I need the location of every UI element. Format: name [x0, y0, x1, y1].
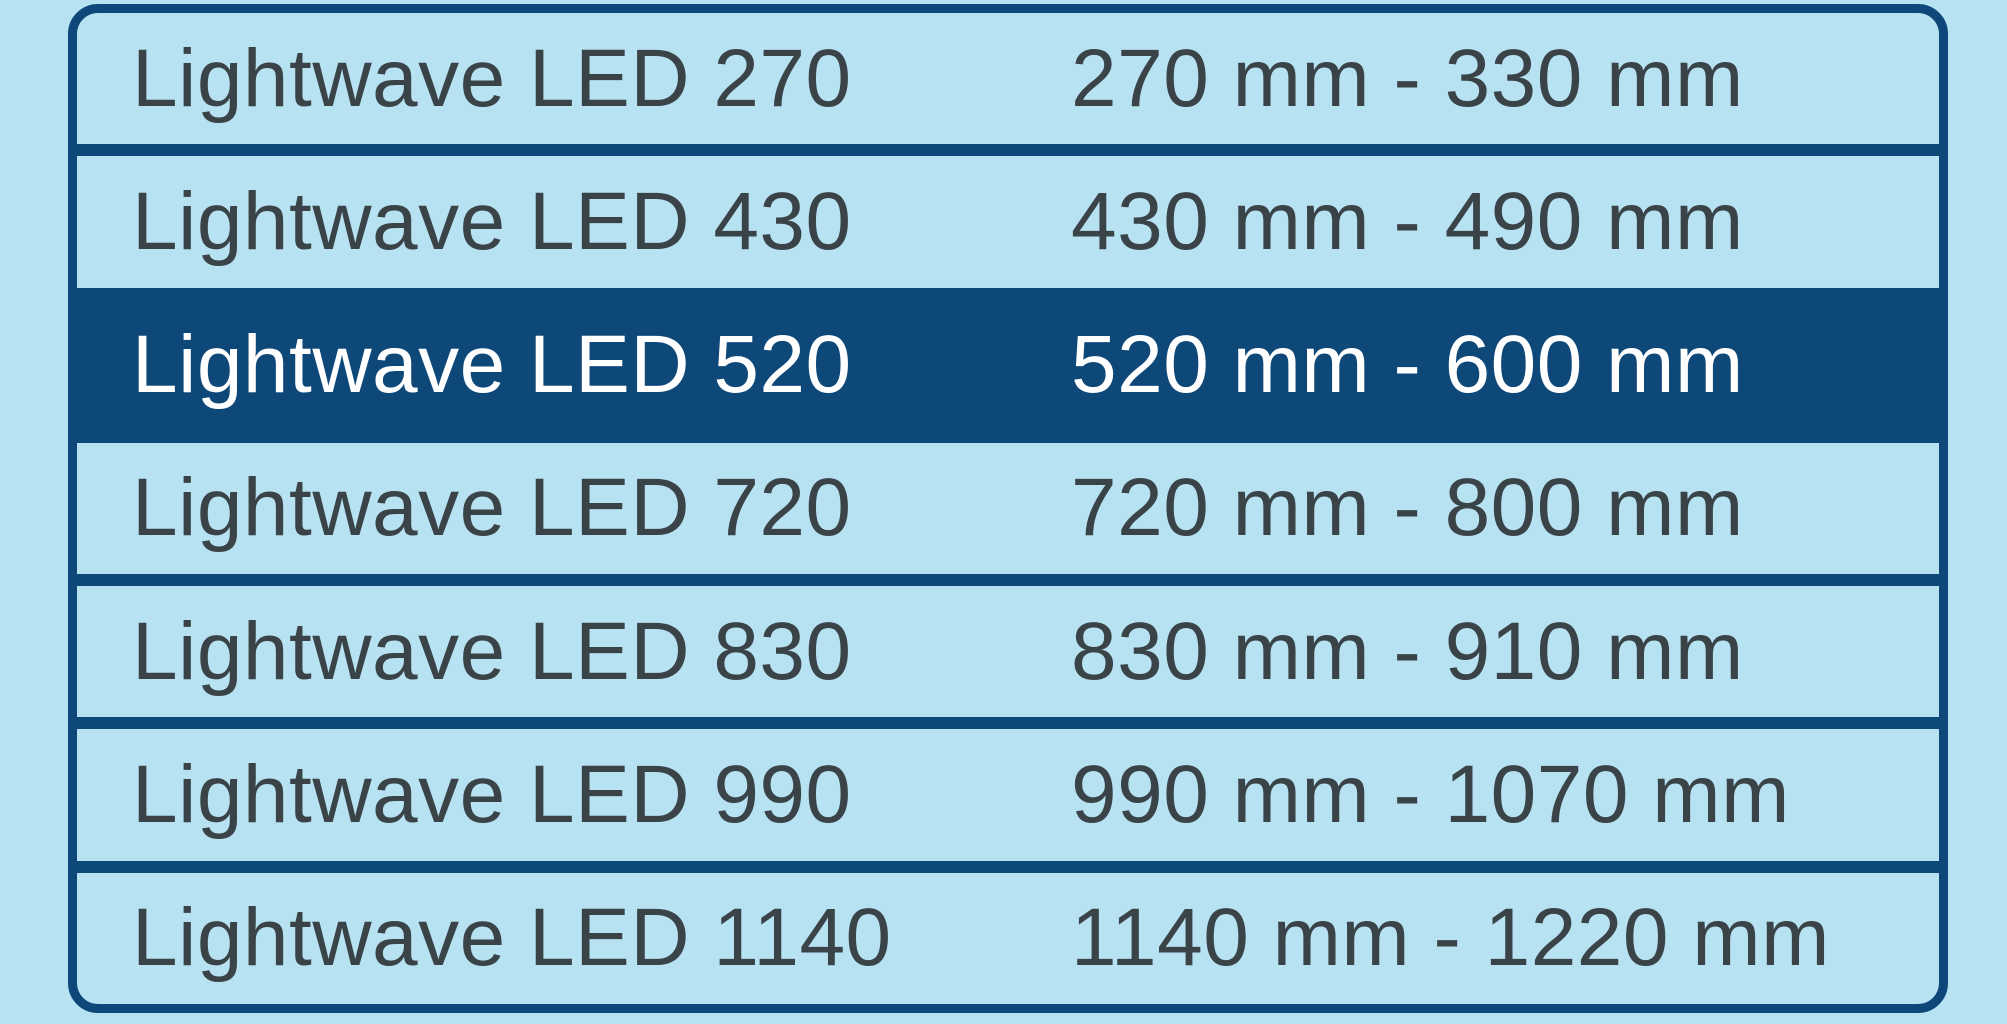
- size-range-label: 830 mm - 910 mm: [1071, 605, 1744, 697]
- list-item-lightwave-led-830[interactable]: Lightwave LED 830 830 mm - 910 mm: [77, 574, 1939, 717]
- product-name-label: Lightwave LED 990: [132, 749, 852, 841]
- size-range-label: 720 mm - 800 mm: [1071, 462, 1744, 554]
- product-size-list: Lightwave LED 270 270 mm - 330 mm Lightw…: [68, 4, 1948, 1013]
- product-name-label: Lightwave LED 270: [132, 32, 852, 124]
- product-name-label: Lightwave LED 520: [132, 319, 852, 411]
- size-range-label: 520 mm - 600 mm: [1071, 319, 1744, 411]
- list-item-lightwave-led-990[interactable]: Lightwave LED 990 990 mm - 1070 mm: [77, 717, 1939, 860]
- list-item-lightwave-led-270[interactable]: Lightwave LED 270 270 mm - 330 mm: [77, 13, 1939, 144]
- product-name-label: Lightwave LED 830: [132, 605, 852, 697]
- product-name-label: Lightwave LED 720: [132, 462, 852, 554]
- size-range-label: 430 mm - 490 mm: [1071, 175, 1744, 267]
- list-item-lightwave-led-520[interactable]: Lightwave LED 520 520 mm - 600 mm: [68, 287, 1948, 431]
- size-range-label: 270 mm - 330 mm: [1071, 32, 1744, 124]
- size-range-label: 990 mm - 1070 mm: [1071, 749, 1790, 841]
- list-item-lightwave-led-1140[interactable]: Lightwave LED 1140 1140 mm - 1220 mm: [77, 860, 1939, 1004]
- product-name-label: Lightwave LED 1140: [132, 892, 892, 984]
- list-item-lightwave-led-720[interactable]: Lightwave LED 720 720 mm - 800 mm: [77, 430, 1939, 574]
- product-name-label: Lightwave LED 430: [132, 175, 852, 267]
- size-range-label: 1140 mm - 1220 mm: [1071, 892, 1830, 984]
- list-item-lightwave-led-430[interactable]: Lightwave LED 430 430 mm - 490 mm: [77, 144, 1939, 287]
